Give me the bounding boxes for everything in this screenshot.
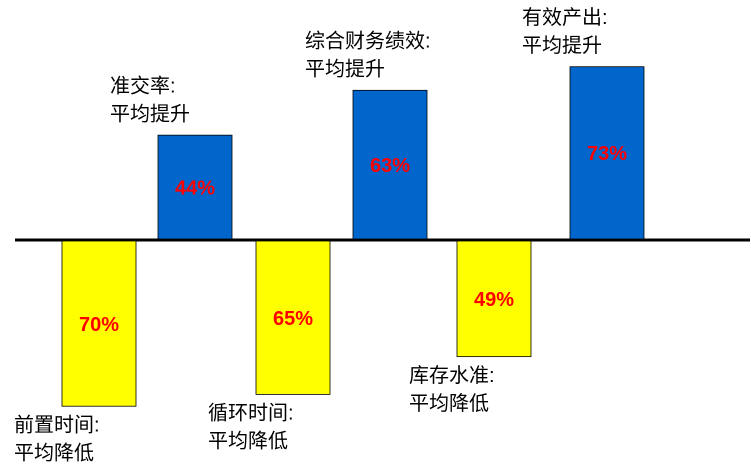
bar	[157, 134, 233, 240]
category-label: 前置时间:	[14, 413, 100, 436]
category-label: 平均提升	[305, 58, 385, 81]
value-label: 70%	[79, 314, 119, 336]
bar	[456, 240, 532, 358]
value-label: 65%	[273, 308, 313, 330]
category-label: 库存水准:	[409, 364, 495, 387]
bar	[352, 89, 428, 240]
value-label: 44%	[175, 177, 215, 199]
category-label: 有效产出:	[522, 6, 608, 29]
bar	[255, 240, 331, 395]
value-label: 49%	[474, 289, 514, 311]
category-label: 综合财务绩效:	[305, 30, 431, 53]
value-label: 63%	[370, 155, 410, 177]
bar	[569, 66, 645, 240]
category-label: 平均提升	[522, 34, 602, 57]
category-label: 平均降低	[409, 392, 489, 415]
value-label: 73%	[587, 143, 627, 165]
category-label: 平均降低	[208, 430, 288, 453]
category-label: 平均提升	[110, 102, 190, 125]
category-label: 循环时间:	[208, 402, 294, 425]
category-label: 平均降低	[14, 441, 94, 464]
category-label: 准交率:	[110, 74, 176, 97]
bar	[61, 240, 137, 407]
